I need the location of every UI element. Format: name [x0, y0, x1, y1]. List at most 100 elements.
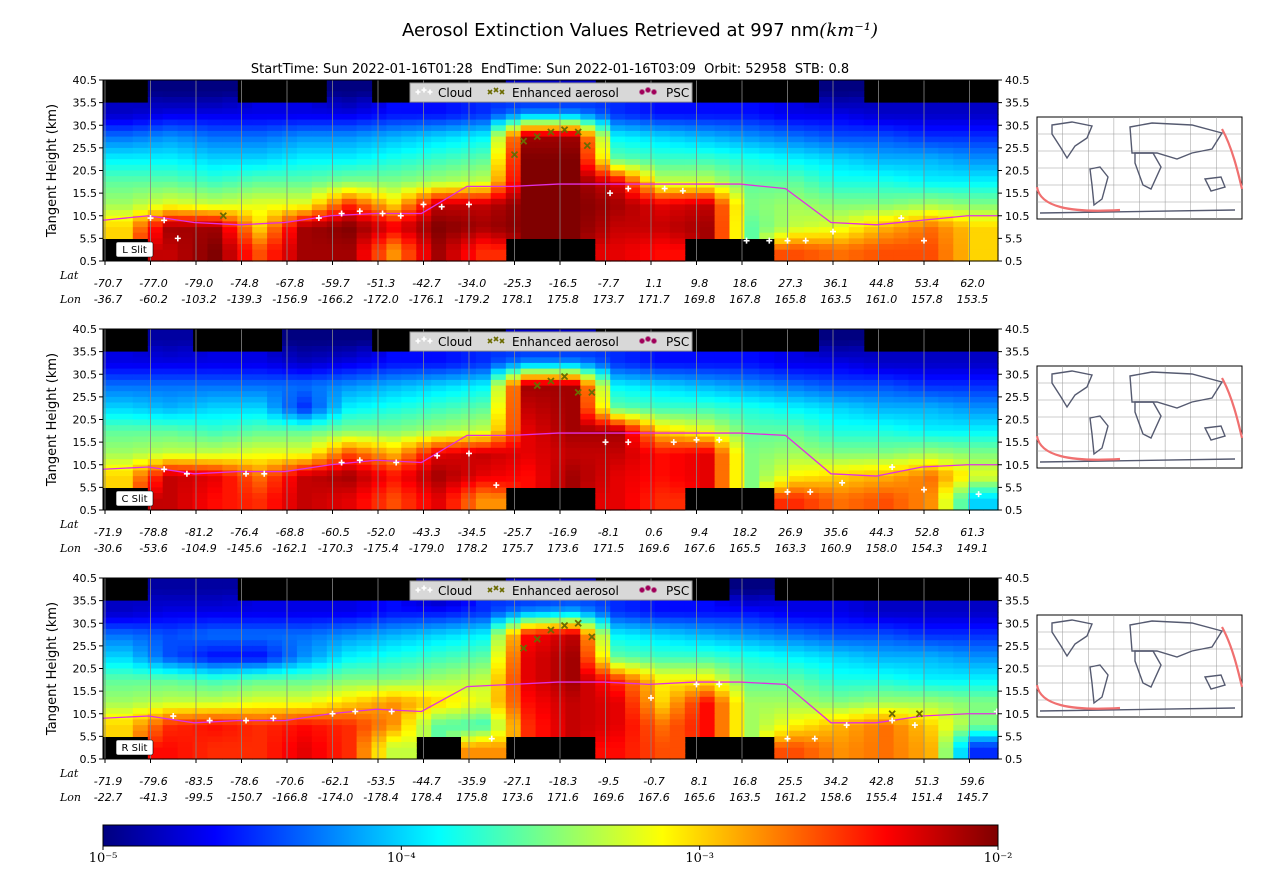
- heatmap-cell: [968, 137, 984, 143]
- heatmap-cell: [819, 403, 835, 409]
- heatmap-cell: [506, 182, 522, 188]
- heatmap-cell: [431, 691, 447, 697]
- heatmap: [103, 578, 999, 760]
- heatmap-cell: [133, 652, 149, 658]
- heatmap-cell: [446, 493, 462, 499]
- heatmap-cell: [476, 103, 492, 109]
- heatmap-cell: [237, 657, 253, 663]
- heatmap-cell: [357, 437, 373, 443]
- heatmap-cell: [282, 193, 298, 199]
- heatmap-cell: [222, 97, 238, 103]
- heatmap-cell: [804, 221, 820, 227]
- heatmap-cell: [267, 652, 283, 658]
- heatmap-cell: [342, 691, 358, 697]
- heatmap-cell: [521, 465, 537, 471]
- heatmap-cell: [909, 425, 925, 431]
- heatmap-cell: [133, 459, 149, 465]
- heatmap-cell: [491, 674, 507, 680]
- heatmap-cell: [834, 657, 850, 663]
- heatmap-cell: [312, 244, 328, 250]
- heatmap-cell: [431, 487, 447, 493]
- heatmap-cell: [222, 584, 238, 590]
- y-tick-label: 15.5: [73, 436, 98, 449]
- heatmap-cell: [267, 250, 283, 256]
- heatmap-cell: [625, 414, 641, 420]
- heatmap-cell: [401, 154, 417, 160]
- heatmap-cell: [282, 708, 298, 714]
- heatmap-cell: [207, 148, 223, 154]
- heatmap-cell: [953, 374, 969, 380]
- heatmap-cell: [237, 142, 253, 148]
- heatmap-cell: [267, 453, 283, 459]
- heatmap-cell: [207, 103, 223, 109]
- heatmap-cell: [372, 380, 388, 386]
- heatmap-cell: [372, 182, 388, 188]
- heatmap-cell: [610, 137, 626, 143]
- heatmap-cell: [476, 386, 492, 392]
- heatmap-cell: [386, 476, 402, 482]
- heatmap-cell: [923, 369, 939, 375]
- heatmap-cell: [267, 363, 283, 369]
- heatmap-cell: [357, 335, 373, 341]
- heatmap-cell: [372, 691, 388, 697]
- heatmap-cell: [953, 453, 969, 459]
- heatmap-cell: [118, 431, 133, 437]
- heatmap-cell: [118, 674, 133, 680]
- heatmap-cell: [953, 176, 969, 182]
- heatmap-cell: [625, 352, 641, 358]
- heatmap-cell: [730, 437, 746, 443]
- heatmap-cell: [386, 154, 402, 160]
- heatmap-cell: [252, 391, 268, 397]
- heatmap-cell: [894, 103, 910, 109]
- heatmap-cell: [521, 482, 537, 488]
- heatmap-cell: [610, 352, 626, 358]
- heatmap-cell: [342, 487, 358, 493]
- heatmap-cell: [193, 403, 209, 409]
- heatmap-cell: [133, 397, 149, 403]
- heatmap-cell: [834, 250, 850, 256]
- heatmap-cell: [744, 357, 760, 363]
- heatmap-cell: [968, 476, 984, 482]
- heatmap-cell: [431, 493, 447, 499]
- heatmap-cell: [640, 640, 656, 646]
- heatmap-cell: [207, 238, 223, 244]
- heatmap-cell: [133, 663, 149, 669]
- heatmap-cell: [744, 374, 760, 380]
- heatmap-cell: [640, 204, 656, 210]
- heatmap-cell: [580, 442, 596, 448]
- heatmap-cell: [357, 702, 373, 708]
- heatmap-cell: [372, 640, 388, 646]
- heatmap-cell: [536, 391, 552, 397]
- heatmap-cell: [730, 589, 746, 595]
- heatmap-cell: [610, 663, 626, 669]
- heatmap-cell: [342, 238, 358, 244]
- heatmap-cell: [983, 193, 999, 199]
- heatmap-cell: [983, 369, 999, 375]
- heatmap-cell: [730, 188, 746, 194]
- heatmap-cell: [715, 374, 731, 380]
- heatmap-cell: [655, 629, 671, 635]
- heatmap-cell: [133, 680, 149, 686]
- heatmap-cell: [446, 623, 462, 629]
- heatmap-cell: [610, 204, 626, 210]
- heatmap-cell: [491, 629, 507, 635]
- heatmap-cell: [640, 103, 656, 109]
- heatmap-cell: [446, 171, 462, 177]
- heatmap-cell: [207, 114, 223, 120]
- heatmap-cell: [521, 663, 537, 669]
- heatmap-cell: [819, 601, 835, 607]
- heatmap-cell: [536, 142, 552, 148]
- heatmap-cell: [580, 148, 596, 154]
- heatmap-cell: [551, 397, 567, 403]
- heatmap-cell: [267, 233, 283, 239]
- heatmap-cell: [222, 459, 238, 465]
- heatmap-cell: [565, 221, 581, 227]
- heatmap-cell: [193, 108, 209, 114]
- heatmap-cell: [521, 159, 537, 165]
- heatmap-cell: [267, 442, 283, 448]
- heatmap-cell: [297, 663, 313, 669]
- heatmap-cell: [744, 108, 760, 114]
- heatmap-cell: [207, 697, 223, 703]
- heatmap-cell: [193, 176, 209, 182]
- heatmap-cell: [521, 708, 537, 714]
